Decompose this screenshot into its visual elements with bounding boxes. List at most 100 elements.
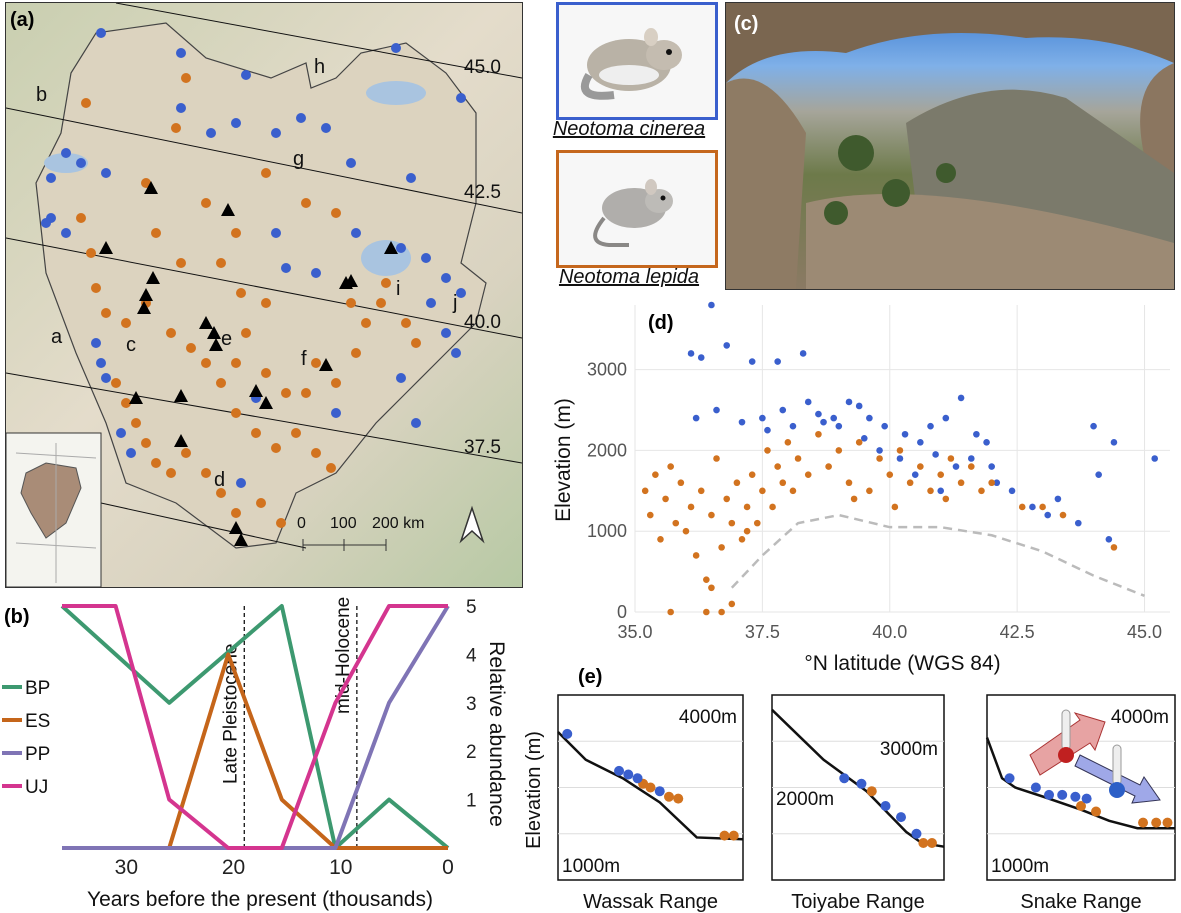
cinerea-site: [331, 408, 341, 418]
lepida-point: [794, 455, 802, 462]
lepida-point: [876, 455, 883, 462]
lepida-site: [251, 428, 261, 438]
packrat-midden-marker: [99, 241, 113, 254]
lepida-site: [411, 338, 421, 348]
lepida-point: [667, 608, 674, 616]
elevation-profile-line: [985, 737, 1175, 830]
lepida-point: [1110, 544, 1118, 551]
cinerea-point: [748, 358, 756, 365]
lepida-point: [1018, 503, 1026, 511]
cinerea-point: [623, 769, 634, 780]
lepida-point: [652, 471, 659, 478]
lepida-site: [181, 448, 191, 458]
lepida-site: [256, 498, 266, 508]
legend-label: BP: [25, 678, 50, 699]
cinerea-point: [911, 471, 919, 478]
cinerea-point: [901, 430, 909, 438]
cinerea-point: [632, 773, 643, 784]
packrat-midden-marker: [209, 338, 223, 351]
species-name: Neotoma lepida: [558, 266, 700, 288]
lepida-site: [186, 343, 196, 353]
cinerea-site: [406, 173, 416, 183]
cinerea-site: [396, 373, 406, 383]
cinerea-point: [856, 778, 867, 789]
region-letter: d: [214, 469, 225, 491]
cinerea-site: [231, 118, 241, 128]
scale-bar: [302, 539, 387, 551]
lepida-point: [789, 487, 797, 495]
legend-label: ES: [25, 711, 50, 732]
panel-label-a: (a): [10, 9, 35, 31]
lepida-point: [672, 519, 680, 527]
lepida-point: [708, 511, 715, 519]
lepida-point: [866, 487, 873, 495]
x-tick-label: 40.0: [872, 622, 907, 642]
lepida-site: [91, 283, 101, 293]
cinerea-site: [421, 253, 431, 263]
lepida-site: [331, 208, 341, 218]
range-map: 45.0 42.5 40.0 37.5 a b c d e f g h i j: [5, 2, 523, 588]
elevation-bottom-label: 1000m: [562, 856, 620, 877]
x-tick-label: 0: [442, 856, 454, 879]
series-line-ES: [62, 652, 448, 850]
lepida-point: [677, 479, 685, 487]
elevation-top-label: 4000m: [679, 707, 737, 728]
elevation-top-label: 4000m: [1111, 707, 1169, 728]
cinerea-point: [845, 398, 853, 406]
lepida-point: [759, 487, 766, 495]
cinerea-point: [917, 439, 924, 446]
lepida-site: [376, 298, 386, 308]
series-line-PP: [62, 604, 450, 850]
lepida-point: [927, 487, 934, 495]
cinerea-point: [860, 435, 868, 442]
cinerea-point: [687, 350, 695, 357]
lat-label: 42.5: [464, 182, 501, 203]
lepida-site: [216, 258, 226, 268]
packrat-midden-marker: [207, 326, 221, 339]
range-title: Wassak Range: [583, 891, 718, 913]
cinerea-point: [830, 414, 838, 422]
cinerea-site: [91, 338, 101, 348]
lepida-site: [351, 348, 361, 358]
cinerea-site: [281, 263, 291, 273]
lepida-point: [645, 782, 656, 793]
cinerea-site: [321, 123, 331, 133]
species-name: Neotoma cinerea: [552, 118, 706, 140]
y-tick-label: 4: [466, 645, 477, 666]
x-tick-label: 45.0: [1127, 622, 1162, 642]
lepida-point: [804, 471, 812, 478]
lepida-site: [86, 248, 96, 258]
lepida-site: [361, 318, 371, 328]
cinerea-site: [271, 228, 281, 238]
lepida-site: [301, 198, 311, 208]
lepida-point: [728, 519, 736, 527]
lepida-point: [866, 786, 877, 797]
lepida-point: [728, 830, 739, 841]
lepida-point: [825, 463, 832, 470]
region-letter: j: [452, 292, 457, 314]
lepida-point: [896, 447, 904, 454]
range-title: Snake Range: [1020, 891, 1141, 913]
y-tick-label: 2: [466, 742, 477, 763]
lepida-site: [301, 388, 311, 398]
cinerea-point: [774, 358, 781, 365]
cinerea-site: [271, 128, 281, 138]
lepida-site: [141, 438, 151, 448]
north-arrow-icon: [459, 505, 485, 544]
lepida-site: [261, 168, 271, 178]
cinerea-point: [1151, 455, 1159, 462]
region-letter: i: [396, 278, 400, 300]
lepida-point: [743, 527, 751, 535]
panel-label-d: (d): [648, 312, 674, 334]
cinerea-point: [1057, 789, 1068, 800]
region-letter: g: [293, 148, 304, 170]
cinerea-point: [738, 418, 746, 426]
region-letter: f: [301, 348, 307, 370]
cinerea-point: [839, 773, 850, 784]
lepida-point: [978, 487, 985, 495]
scale-tick: 0: [297, 515, 306, 532]
series-line-UJ: [62, 604, 448, 850]
lepida-point: [719, 830, 730, 841]
lepida-point: [713, 455, 720, 462]
y-tick-label: 0: [617, 602, 627, 622]
